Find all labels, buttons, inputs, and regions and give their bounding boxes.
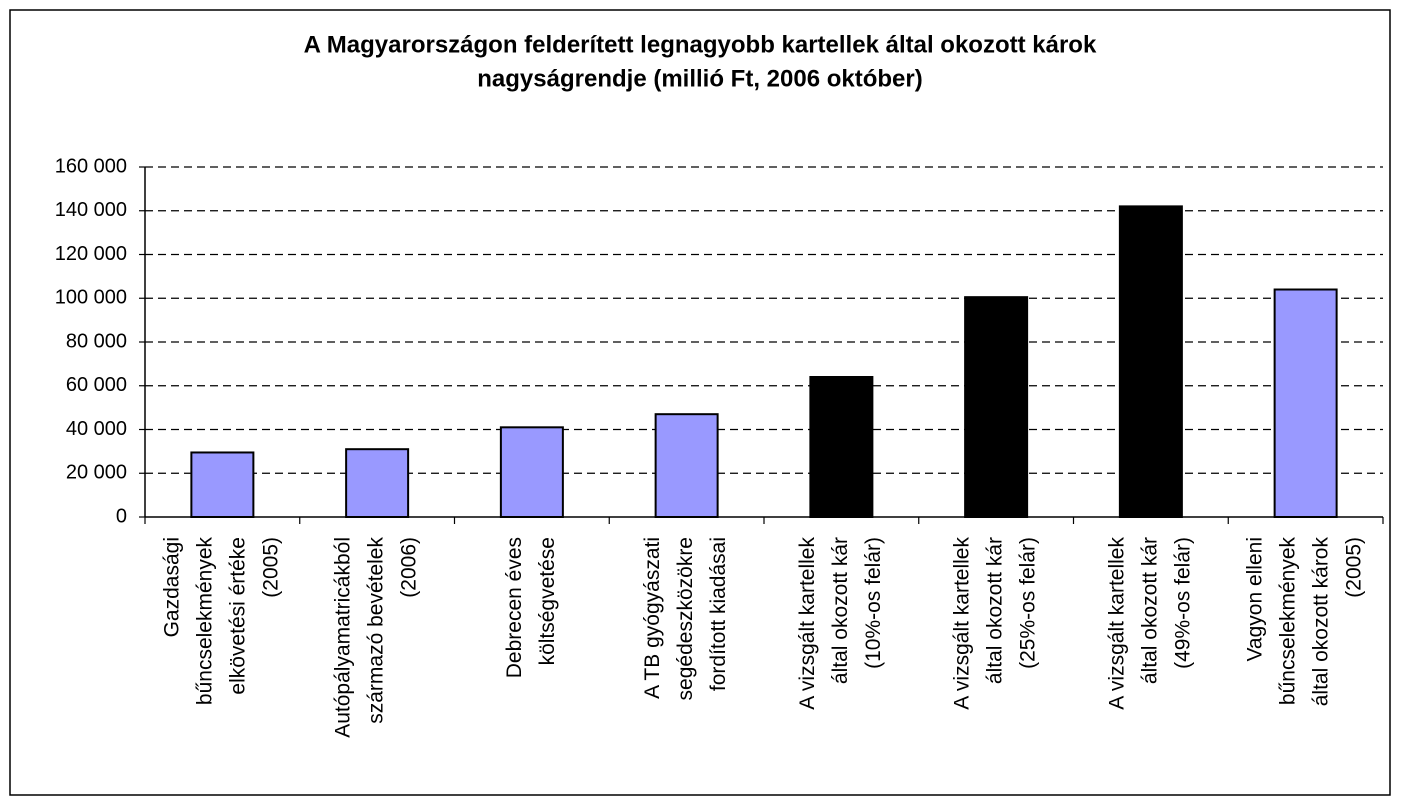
y-tick-label: 160 000 (55, 155, 127, 177)
bar (1118, 205, 1183, 518)
bar (809, 376, 874, 518)
y-tick-label: 80 000 (66, 330, 127, 352)
x-tick-label: A vizsgált kartellek (796, 537, 819, 710)
bar (964, 296, 1029, 518)
x-tick-label: költségvetése (536, 537, 559, 665)
x-tick-label: A TB gyógyászati (641, 537, 664, 699)
x-tick-label: (25%-os felár) (1017, 537, 1040, 669)
x-tick-label: fordított kiadásai (707, 537, 730, 691)
chart-border (9, 9, 1391, 796)
y-tick-label: 20 000 (66, 462, 127, 484)
x-tick-label: Vagyon elleni (1244, 537, 1267, 662)
y-tick-label: 40 000 (66, 418, 127, 440)
x-tick-label: A vizsgált kartellek (951, 537, 974, 710)
bar (499, 426, 564, 518)
chart-title: nagyságrendje (millió Ft, 2006 október) (477, 65, 922, 92)
y-tick-label: 100 000 (55, 287, 127, 309)
x-tick-label: (10%-os felár) (862, 537, 885, 669)
bar (190, 451, 255, 518)
x-tick-label: bűncselekmények (193, 537, 216, 706)
bar (345, 448, 410, 518)
x-tick-label: (49%-os felár) (1171, 537, 1194, 669)
bar (1273, 288, 1338, 518)
x-tick-label: Debrecen éves (503, 537, 526, 678)
x-tick-label: segédeszközökre (674, 537, 697, 700)
x-tick-label: által okozott kár (984, 537, 1007, 684)
x-tick-label: A vizsgált kartellek (1105, 537, 1128, 710)
y-tick-label: 60 000 (66, 374, 127, 396)
y-tick-label: 0 (116, 505, 127, 527)
x-tick-label: származó bevételek (365, 537, 388, 724)
x-tick-label: által okozott károk (1310, 537, 1333, 707)
x-tick-label: bűncselekmények (1277, 537, 1300, 706)
x-tick-label: Autópályamatricákból (332, 537, 355, 738)
x-tick-label: (2005) (1343, 537, 1366, 598)
x-tick-label: Gazdasági (160, 537, 183, 637)
x-tick-label: elkövetési értéke (226, 537, 249, 695)
x-tick-label: által okozott kár (829, 537, 852, 684)
x-tick-label: (2006) (398, 537, 421, 598)
chart-title: A Magyarországon felderített legnagyobb … (304, 31, 1097, 58)
y-tick-label: 140 000 (55, 199, 127, 221)
y-tick-label: 120 000 (55, 243, 127, 265)
x-tick-label: által okozott kár (1138, 537, 1161, 684)
bar (654, 413, 719, 518)
x-tick-label: (2005) (259, 537, 282, 598)
